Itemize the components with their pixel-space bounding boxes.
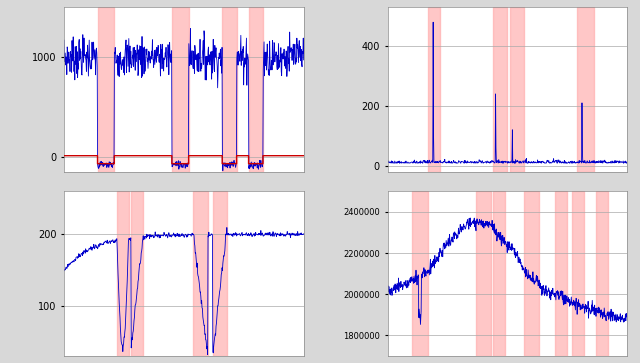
Bar <box>172 7 189 172</box>
Bar <box>131 191 143 356</box>
Bar <box>493 7 508 172</box>
Bar <box>524 191 538 356</box>
Bar <box>116 191 129 356</box>
Bar <box>212 191 227 356</box>
Bar <box>412 191 428 356</box>
Bar <box>97 7 115 172</box>
Bar <box>572 191 584 356</box>
Bar <box>596 191 608 356</box>
Bar <box>222 7 237 172</box>
Bar <box>493 191 505 356</box>
Bar <box>428 7 440 172</box>
Bar <box>556 191 567 356</box>
Bar <box>193 191 208 356</box>
Bar <box>577 7 594 172</box>
Bar <box>476 191 491 356</box>
Bar <box>248 7 263 172</box>
Bar <box>510 7 524 172</box>
